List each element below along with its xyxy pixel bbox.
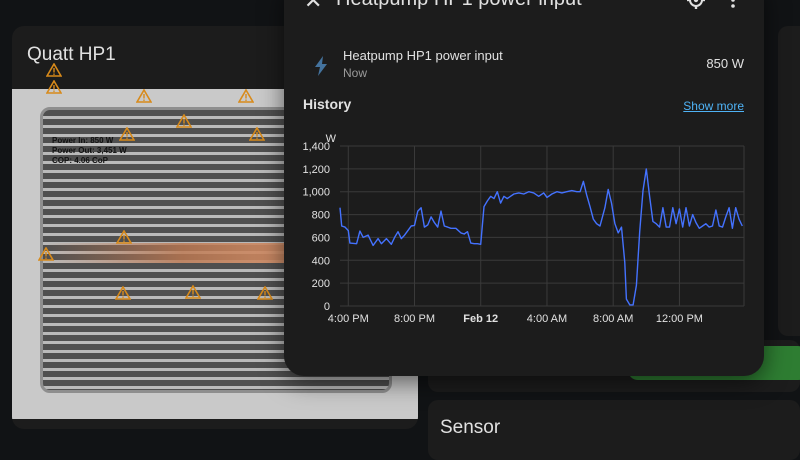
warning-icon[interactable]	[116, 230, 132, 244]
overlay-stats: Power In: 850 W Power Out: 3,451 W COP: …	[52, 136, 127, 166]
warning-icon[interactable]	[249, 127, 265, 141]
warning-icon[interactable]	[185, 285, 201, 299]
warning-icon[interactable]	[238, 89, 254, 103]
overlay-power-out: Power Out: 3,451 W	[52, 146, 127, 155]
overlay-power-in: Power In: 850 W	[52, 136, 114, 145]
y-tick-label: 400	[312, 255, 330, 267]
power-series-line	[339, 168, 743, 306]
warning-icon[interactable]	[46, 80, 62, 94]
y-tick-label: 0	[324, 301, 330, 313]
warning-icon[interactable]	[257, 286, 273, 300]
flash-icon	[315, 56, 327, 76]
y-tick-label: 1,200	[302, 164, 330, 176]
y-axis-unit: W	[326, 133, 337, 145]
x-tick-label: Feb 12	[463, 313, 498, 325]
entity-last-changed: Now	[343, 66, 368, 80]
sensor-card-title: Sensor	[440, 417, 501, 438]
warning-icon[interactable]	[136, 89, 152, 103]
x-tick-label: 12:00 PM	[656, 313, 703, 325]
more-info-dialog: ✕ Heatpump HP1 power input Heatpump HP1 …	[284, 0, 764, 376]
y-tick-label: 800	[312, 210, 330, 222]
y-tick-label: 600	[312, 232, 330, 244]
overlay-cop: COP: 4.06 CoP	[52, 156, 109, 165]
y-tick-label: 1,000	[302, 187, 330, 199]
x-tick-label: 8:00 AM	[593, 313, 633, 325]
show-more-link[interactable]: Show more	[683, 99, 744, 113]
warning-icon[interactable]	[119, 127, 135, 141]
y-tick-label: 1,400	[302, 141, 330, 153]
warning-icon[interactable]	[38, 247, 54, 261]
card-title: Quatt HP1	[27, 44, 116, 65]
x-tick-label: 4:00 PM	[328, 313, 369, 325]
warning-icon[interactable]	[115, 286, 131, 300]
y-tick-label: 200	[312, 278, 330, 290]
entity-row[interactable]: Heatpump HP1 power input Now 850 W	[284, 44, 764, 90]
dialog-title: Heatpump HP1 power input	[336, 0, 582, 11]
gear-icon[interactable]	[686, 0, 706, 10]
history-heading: History	[303, 96, 352, 112]
x-tick-label: 8:00 PM	[394, 313, 435, 325]
warning-icon[interactable]	[176, 114, 192, 128]
close-icon[interactable]: ✕	[304, 0, 323, 13]
entity-name: Heatpump HP1 power input	[343, 48, 503, 63]
more-vert-icon[interactable]	[730, 0, 736, 10]
x-tick-label: 4:00 AM	[527, 313, 567, 325]
entity-state-value: 850 W	[706, 56, 744, 71]
warning-icon[interactable]	[46, 63, 62, 77]
right-card-edge	[778, 26, 800, 336]
